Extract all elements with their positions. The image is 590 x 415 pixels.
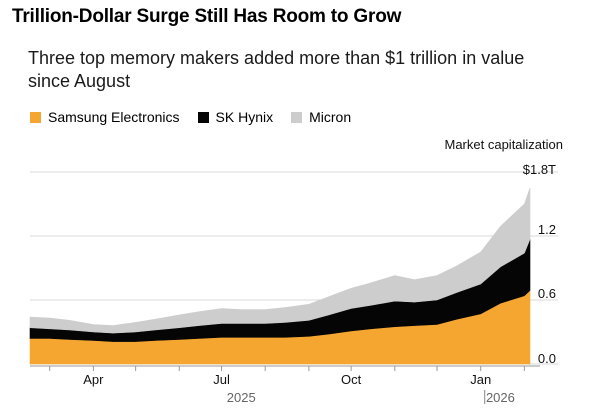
chart-subtitle: Three top memory makers added more than … bbox=[28, 48, 525, 91]
y-tick-label: 0.0 bbox=[538, 351, 556, 366]
x-tick-label: Oct bbox=[341, 372, 362, 387]
legend-item-micron: Micron bbox=[291, 109, 351, 125]
legend-item-hynix: SK Hynix bbox=[197, 109, 274, 125]
legend-label-hynix: SK Hynix bbox=[215, 109, 274, 125]
legend-label-samsung: Samsung Electronics bbox=[48, 109, 180, 125]
legend-item-samsung: Samsung Electronics bbox=[30, 109, 180, 125]
chart-title: Trillion-Dollar Surge Still Has Room to … bbox=[12, 6, 402, 27]
x-year-label: 2025 bbox=[227, 390, 256, 405]
y-axis-ticks: $1.8T 1.2 0.6 0.0 bbox=[523, 162, 556, 366]
legend-swatch-samsung bbox=[30, 111, 41, 123]
legend: Samsung Electronics SK Hynix Micron bbox=[30, 109, 351, 125]
area-series bbox=[29, 187, 531, 365]
x-year-label: 2026 bbox=[486, 390, 515, 405]
legend-swatch-hynix bbox=[197, 111, 209, 123]
legend-label-micron: Micron bbox=[309, 109, 352, 125]
x-axis-ticks: Apr Jul Oct Jan 2025 2026 bbox=[49, 366, 525, 405]
y-axis-label: Market capitalization bbox=[445, 137, 564, 152]
y-tick-label: $1.8T bbox=[523, 162, 556, 177]
area-micron bbox=[29, 187, 531, 334]
y-tick-label: 1.2 bbox=[538, 222, 556, 237]
y-tick-label: 0.6 bbox=[538, 286, 556, 301]
x-tick-label: Jan bbox=[470, 372, 491, 387]
legend-swatch-micron bbox=[291, 111, 303, 123]
x-tick-label: Apr bbox=[83, 372, 104, 387]
x-tick-label: Jul bbox=[213, 372, 230, 387]
